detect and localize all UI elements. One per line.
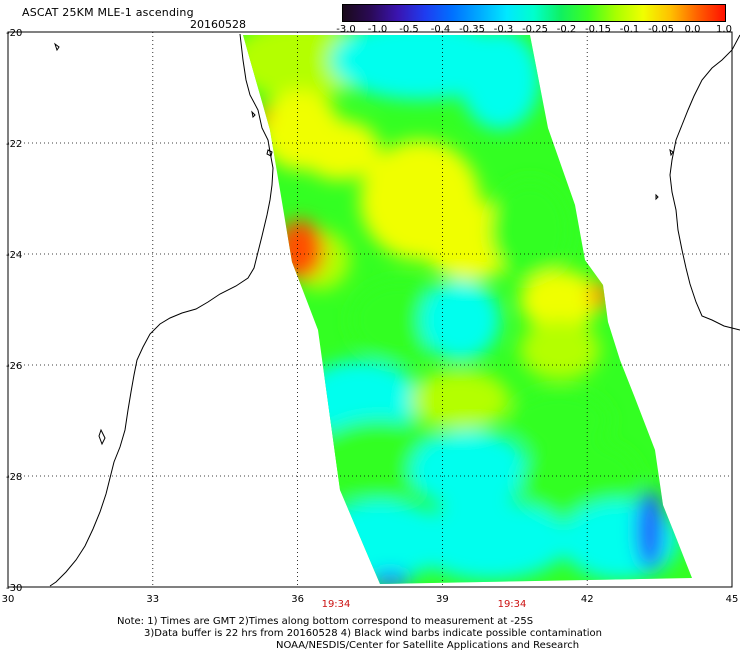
colorbar-tick-label: -0.5: [399, 24, 419, 35]
small-island-2: [655, 193, 659, 201]
swath-color-patch: [460, 35, 540, 130]
latitude-label: -22: [6, 139, 22, 150]
latitude-label: -26: [6, 361, 22, 372]
longitude-label: 45: [726, 594, 739, 605]
swath-color-patch: [300, 120, 380, 180]
colorbar-tick-label: -3.0: [336, 24, 356, 35]
colorbar-tick-labels: -3.0 -1.0 -0.5 -0.4 -0.35 -0.3 -0.25 -0.2 -0.15-…: [326, 24, 736, 36]
colorbar-tick-label: -0.35: [459, 24, 485, 35]
swath-color-patch: [256, 105, 268, 125]
footnote-line-3: NOAA/NESDIS/Center for Satellite Applica…: [276, 640, 580, 651]
colorbar-tick-label: -0.25: [522, 24, 548, 35]
swath-color-patch: [276, 220, 324, 280]
swath-color-patch: [520, 440, 640, 520]
swath-color-patch: [510, 390, 610, 450]
longitude-label: 39: [436, 594, 449, 605]
chart-date: 20160528: [190, 18, 246, 31]
longitude-label: 33: [146, 594, 159, 605]
swath-time-2: 19:34: [497, 599, 527, 610]
swath-color-patch: [410, 370, 510, 430]
footnote-line-2: 3)Data buffer is 22 hrs from 20160528 4)…: [144, 628, 602, 639]
colorbar-tick-label: -0.3: [493, 24, 514, 35]
colorbar-tick-label: -0.1: [619, 24, 640, 35]
plot-frame: [7, 31, 733, 588]
swath-color-patch: [490, 180, 570, 280]
swath-color-patch: [410, 430, 530, 510]
wind-swath: [243, 35, 692, 584]
latitude-label: -28: [6, 472, 22, 483]
colorbar-tick-label: -0.15: [585, 24, 611, 35]
island-3: [98, 428, 106, 446]
swath-color-patch: [420, 280, 500, 360]
longitude-labels: 30 33 36 39 42 45: [2, 594, 739, 605]
swath-color-patch: [636, 490, 664, 570]
african-coastline: [49, 33, 274, 587]
colorbar-tick-label: -1.0: [367, 24, 388, 35]
swath-color-patch: [410, 500, 570, 580]
footnote-line-1: Note: 1) Times are GMT 2)Times along bot…: [117, 616, 534, 627]
colorbar: [342, 4, 726, 22]
swath-color-patch: [590, 281, 610, 309]
madagascar-coastline: [669, 34, 740, 331]
swath-color-patch: [350, 280, 450, 360]
coastline: [49, 33, 740, 587]
colorbar-tick-label: -0.05: [648, 24, 674, 35]
swath-color-patch: [520, 320, 600, 380]
small-island-1: [669, 148, 674, 157]
latitude-label: -30: [6, 583, 22, 594]
longitude-label: 42: [581, 594, 594, 605]
island-1: [251, 110, 256, 119]
island-4: [54, 42, 60, 52]
colorbar-tick-label: -0.2: [556, 24, 577, 35]
latitude-label: -24: [6, 250, 22, 261]
latitude-labels: -20 -22 -24 -26 -28 -30: [6, 28, 22, 594]
longitude-label: 36: [291, 594, 304, 605]
colorbar-tick-label: 0.0: [684, 24, 701, 35]
colorbar-tick-label: 1.0: [716, 24, 732, 35]
footnote: Note: 1) Times are GMT 2)Times along bot…: [117, 616, 602, 652]
swath-color-patch: [243, 35, 370, 100]
swath-color-patch: [370, 572, 410, 584]
swath-color-patch: [520, 270, 600, 330]
longitude-label: 30: [2, 594, 15, 605]
island-2: [266, 149, 273, 157]
colorbar-tick-label: -0.4: [430, 24, 451, 35]
chart-title: ASCAT 25KM MLE-1 ascending: [22, 6, 194, 19]
swath-time-1: 19:34: [321, 599, 351, 610]
latitude-label: -20: [6, 28, 22, 39]
